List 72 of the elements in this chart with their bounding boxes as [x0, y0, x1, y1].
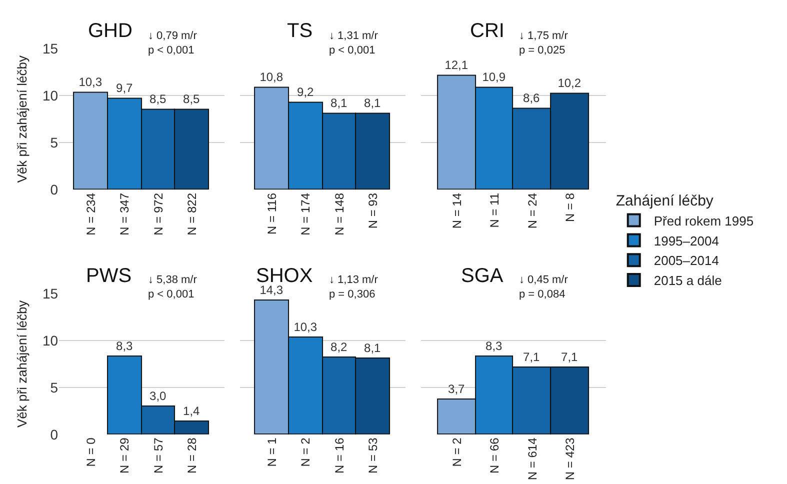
- x-tick-label: N = 234: [84, 192, 98, 236]
- x-tick-label: N = 2: [450, 437, 464, 467]
- data-label: 8,3: [116, 338, 134, 353]
- data-label: 9,2: [297, 85, 314, 100]
- annotation: ↓ 5,38 m/r p < 0,001: [148, 274, 198, 300]
- chart-title: GHD: [88, 20, 132, 42]
- x-tick-label: N = 14: [450, 192, 464, 229]
- x-tick-label: N = 57: [151, 437, 166, 474]
- data-label: 10,3: [78, 75, 102, 90]
- data-label: 12,1: [444, 58, 468, 72]
- data-label: 8,5: [183, 92, 200, 106]
- x-tick-label: N = 29: [118, 437, 132, 474]
- data-label: 10,2: [558, 76, 582, 90]
- annotation: ↓ 1,75 m/r p = 0,025: [519, 30, 568, 56]
- x-tick-label: N = 1: [264, 437, 279, 467]
- x-tick-label: N = 972: [151, 192, 166, 236]
- data-label: 10,9: [482, 70, 506, 84]
- x-tick-label: N = 2: [298, 437, 313, 467]
- data-label: 10,8: [260, 70, 284, 84]
- y-axis-title: Věk při zahájení léčby: [14, 300, 30, 428]
- y-tick-label: 15: [42, 40, 58, 57]
- y-tick-label: 5: [50, 379, 58, 396]
- x-tick-label: N = 93: [366, 192, 380, 229]
- x-tick-label: N = 53: [366, 437, 380, 474]
- legend-label: 2015 a dále: [654, 273, 722, 288]
- y-tick-label: 15: [42, 285, 58, 302]
- x-tick-label: N = 8: [563, 192, 578, 222]
- data-label: 1,4: [183, 404, 200, 418]
- annotation: ↓ 1,31 m/r p < 0,001: [329, 30, 378, 56]
- x-tick-label: N = 16: [332, 437, 346, 474]
- data-label: 10,3: [294, 320, 318, 334]
- x-tick-label: N = 0: [84, 437, 98, 467]
- y-tick-label: 10: [42, 88, 58, 104]
- data-label: 8,1: [364, 96, 382, 110]
- x-tick-label: N = 24: [525, 192, 540, 229]
- annotation: ↓ 0,79 m/r p < 0,001: [148, 30, 198, 56]
- x-tick-label: N = 116: [264, 192, 279, 234]
- x-tick-label: N = 174: [298, 192, 313, 236]
- data-label: 8,6: [523, 91, 540, 106]
- x-tick-label: N = 66: [488, 437, 502, 474]
- y-axis-title: Věk při zahájení léčby: [14, 55, 30, 183]
- x-tick-label: N = 11: [488, 192, 502, 228]
- x-tick-label: N = 423: [563, 437, 578, 480]
- data-label: 8,2: [330, 340, 348, 354]
- data-label: 8,1: [364, 340, 382, 355]
- data-label: 8,3: [486, 338, 503, 353]
- data-label: 3,0: [150, 388, 167, 403]
- annotation: ↓ 0,45 m/r p = 0,084: [519, 274, 568, 300]
- data-label: 8,5: [150, 92, 167, 106]
- y-tick-label: 0: [50, 181, 58, 198]
- x-tick-label: N = 614: [525, 437, 540, 480]
- legend-title: Zahájení léčby: [616, 192, 714, 210]
- annotation: ↓ 1,13 m/r p = 0,306: [329, 274, 378, 300]
- legend-label: 2005–2014: [654, 253, 719, 268]
- y-tick-label: 5: [50, 134, 58, 151]
- data-label: 7,1: [561, 350, 578, 364]
- data-label: 8,1: [330, 96, 348, 110]
- y-tick-label: 10: [42, 332, 58, 348]
- chart-title: TS: [287, 20, 313, 42]
- data-label: 7,1: [523, 350, 540, 364]
- legend-label: 1995–2004: [654, 233, 719, 248]
- chart-title: CRI: [470, 20, 504, 42]
- data-label: 3,7: [448, 382, 466, 396]
- x-tick-label: N = 148: [332, 192, 346, 236]
- chart-title: PWS: [86, 265, 132, 287]
- chart-title: SGA: [461, 265, 504, 287]
- legend-label: Před rokem 1995: [654, 213, 754, 228]
- data-label: 9,7: [116, 81, 134, 96]
- x-tick-label: N = 822: [185, 192, 200, 236]
- x-tick-label: N = 28: [185, 437, 200, 474]
- y-tick-label: 0: [50, 426, 58, 442]
- x-tick-label: N = 347: [118, 192, 132, 236]
